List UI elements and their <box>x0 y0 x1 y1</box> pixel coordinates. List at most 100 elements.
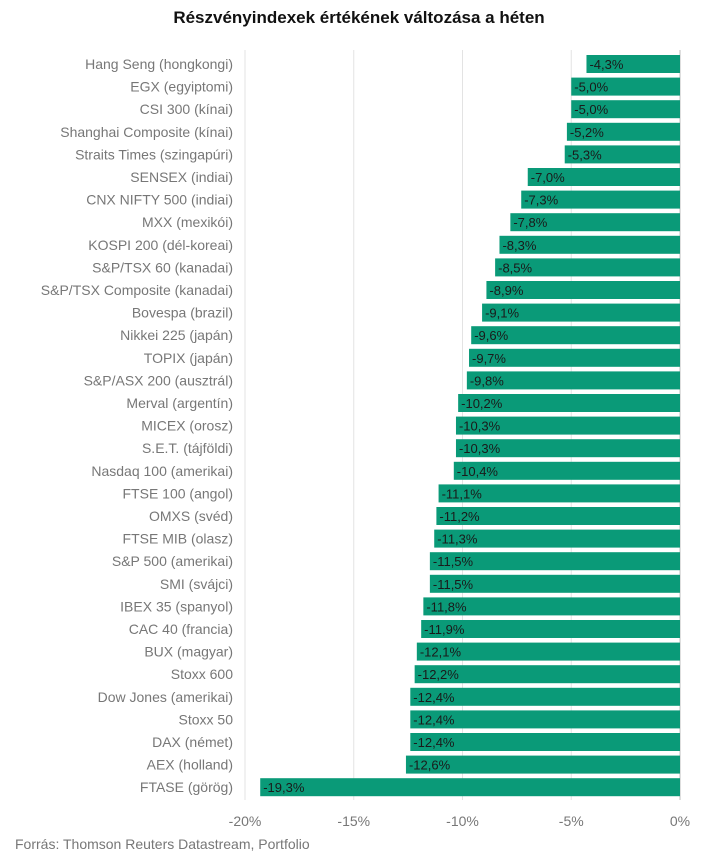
bar <box>416 642 680 661</box>
data-label: -10,4% <box>457 464 499 479</box>
data-label: -9,6% <box>474 328 508 343</box>
tick-label: -20% <box>229 813 262 829</box>
data-label: -5,0% <box>574 102 608 117</box>
category-label: S&P/TSX Composite (kanadai) <box>41 282 233 298</box>
category-label: S&P/ASX 200 (ausztrál) <box>84 372 233 388</box>
tick-label: -5% <box>559 813 584 829</box>
bar <box>421 620 680 638</box>
data-label: -12,4% <box>413 735 455 750</box>
bar <box>469 348 680 367</box>
data-label: -12,6% <box>409 758 451 773</box>
bars <box>260 55 680 797</box>
category-label: FTASE (görög) <box>140 779 233 795</box>
bar <box>510 213 680 232</box>
category-label: DAX (német) <box>152 734 233 750</box>
data-label: -12,4% <box>413 712 455 727</box>
value-labels: -4,3% -5,0% -5,0% -5,2% -5,3%-7,0% -7,3% -7,8%… <box>263 57 624 795</box>
category-label: Nasdaq 100 (amerikai) <box>91 463 233 479</box>
category-label: S.E.T. (tájföldi) <box>142 440 233 456</box>
data-label: -11,3% <box>437 532 478 547</box>
bar <box>499 235 680 254</box>
data-label: -9,8% <box>470 373 504 388</box>
bar <box>564 145 680 164</box>
category-label: OMXS (svéd) <box>149 508 233 524</box>
category-labels: Hang Seng (hongkongi) EGX (egyiptomi) CSI … <box>41 56 233 795</box>
bar <box>405 755 680 774</box>
bar-chart: Hang Seng (hongkongi) EGX (egyiptomi) CSI … <box>41 50 690 829</box>
category-label: MICEX (orosz) <box>141 418 233 434</box>
category-label: FTSE MIB (olasz) <box>123 531 233 547</box>
category-label: SMI (svájci) <box>160 576 233 592</box>
category-label: Shanghai Composite (kínai) <box>60 124 233 140</box>
chart-title: Részvényindexek értékének változása a hé… <box>173 8 545 27</box>
category-label: Hang Seng (hongkongi) <box>85 56 233 72</box>
bar <box>571 100 680 119</box>
data-label: -7,3% <box>524 193 558 208</box>
bar <box>410 733 680 751</box>
bar <box>438 484 680 503</box>
bar <box>410 710 680 729</box>
category-label: Stoxx 50 <box>179 711 234 727</box>
bar <box>455 439 680 458</box>
bar <box>521 190 680 209</box>
category-label: CSI 300 (kínai) <box>140 101 233 117</box>
category-label: S&P 500 (amerikai) <box>112 553 233 569</box>
bar <box>436 507 680 525</box>
data-label: -7,0% <box>531 170 565 185</box>
category-label: S&P/TSX 60 (kanadai) <box>92 259 233 275</box>
category-label: IBEX 35 (spanyol) <box>120 598 233 614</box>
data-label: -10,2% <box>461 396 503 411</box>
data-label: -11,9% <box>424 622 465 637</box>
data-label: -5,0% <box>574 80 608 95</box>
data-label: -11,5% <box>433 554 474 569</box>
bar <box>486 281 680 299</box>
data-label: -12,4% <box>413 690 455 705</box>
data-label: -12,2% <box>418 667 460 682</box>
category-label: Dow Jones (amerikai) <box>98 689 233 705</box>
data-label: -8,3% <box>502 238 536 253</box>
category-label: Straits Times (szingapúri) <box>75 146 233 162</box>
x-axis-ticks: -20% -15% -10% -5% 0% <box>229 813 690 829</box>
category-label: FTSE 100 (angol) <box>123 485 234 501</box>
data-label: -11,1% <box>442 486 483 501</box>
source-note: Forrás: Thomson Reuters Datastream, Port… <box>15 836 310 852</box>
category-label: SENSEX (indiai) <box>130 169 233 185</box>
data-label: -12,1% <box>420 645 462 660</box>
bar <box>429 574 680 593</box>
category-label: MXX (mexikói) <box>142 214 233 230</box>
category-label: CAC 40 (francia) <box>129 621 233 637</box>
bar <box>527 168 680 186</box>
bar <box>586 55 680 73</box>
category-label: AEX (holland) <box>147 757 233 773</box>
data-label: -7,8% <box>513 215 547 230</box>
category-label: TOPIX (japán) <box>144 350 233 366</box>
tick-label: 0% <box>670 813 690 829</box>
bar <box>453 461 680 480</box>
bar <box>571 77 680 96</box>
data-label: -10,3% <box>459 419 501 434</box>
category-label: Merval (argentín) <box>126 395 233 411</box>
bar <box>429 552 680 571</box>
bar <box>495 258 680 277</box>
bar <box>458 394 680 412</box>
bar <box>455 416 680 435</box>
category-label: KOSPI 200 (dél-koreai) <box>88 237 233 253</box>
data-label: -5,3% <box>568 147 602 162</box>
data-label: -11,2% <box>439 509 480 524</box>
bar <box>260 778 680 797</box>
data-label: -9,7% <box>472 351 506 366</box>
category-label: BUX (magyar) <box>144 644 233 660</box>
tick-label: -10% <box>446 813 479 829</box>
category-label: EGX (egyiptomi) <box>130 79 233 95</box>
category-label: Stoxx 600 <box>171 666 233 682</box>
bar <box>414 665 680 684</box>
data-label: -8,5% <box>498 260 532 275</box>
data-label: -5,2% <box>570 125 604 140</box>
data-label: -4,3% <box>589 57 623 72</box>
category-label: Nikkei 225 (japán) <box>120 327 233 343</box>
data-label: -11,5% <box>433 577 474 592</box>
data-label: -11,8% <box>426 599 467 614</box>
data-label: -9,1% <box>485 306 519 321</box>
data-label: -19,3% <box>263 780 305 795</box>
bar <box>423 597 680 616</box>
